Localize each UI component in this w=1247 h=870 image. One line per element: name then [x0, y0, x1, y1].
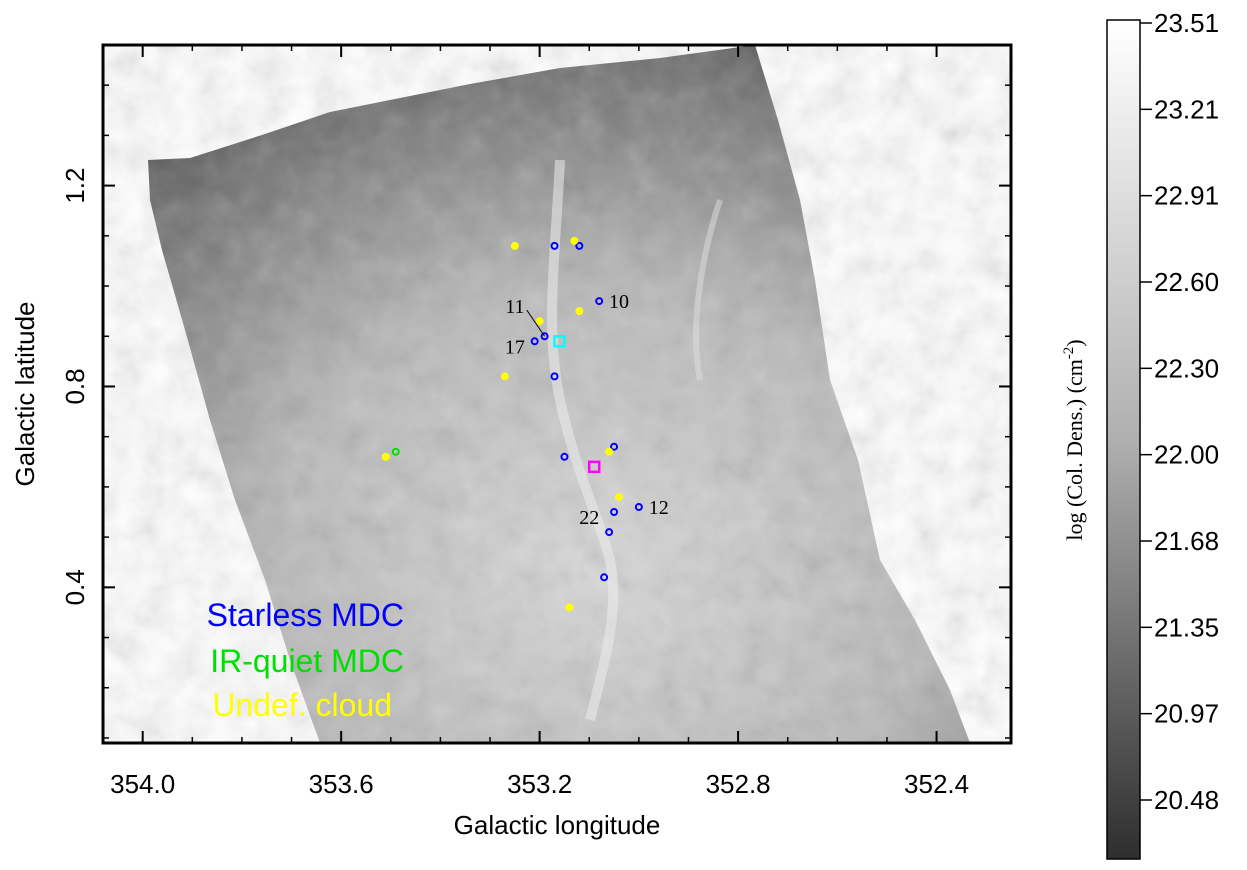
- starless-mdc-marker: [560, 452, 569, 461]
- label-11: 11: [505, 296, 524, 318]
- y-axis-title: Galactic latitude: [10, 302, 40, 487]
- colorbar-tick-label: 23.21: [1154, 94, 1219, 124]
- undef-cloud-marker: [615, 492, 624, 501]
- colorbar-tick-label: 20.97: [1154, 699, 1219, 729]
- undef-cloud-marker: [381, 452, 390, 461]
- filament-ridge: [547, 159, 619, 722]
- colorbar-tick-label: 22.60: [1154, 267, 1219, 297]
- undef-cloud-marker: [535, 317, 544, 326]
- x-tick-label: 353.6: [309, 769, 374, 799]
- annotations: 10 11 17 12 22: [505, 291, 669, 529]
- plot-frame: [101, 43, 1013, 745]
- colorbar-ticks: 23.51 23.21 22.91 22.60 22.30 22.00 21.68 21.35…: [1140, 8, 1219, 815]
- label-leader-line: [526, 309, 546, 337]
- starless-mdc-marker: [530, 337, 539, 346]
- y-tick-label: 0.8: [60, 368, 90, 404]
- ir-quiet-mdc-marker: [391, 447, 400, 456]
- starless-mdc-marker: [550, 241, 559, 250]
- undef-cloud-marker: [605, 447, 614, 456]
- undef-cloud-marker: [500, 372, 509, 381]
- legend-undef-cloud: Undef. cloud: [212, 687, 392, 723]
- legend: Starless MDC IR-quiet MDC Undef. cloud: [207, 597, 404, 723]
- colorbar-tick-label: 22.00: [1154, 440, 1219, 470]
- y-tick-label: 1.2: [60, 168, 90, 204]
- data-markers: [381, 236, 643, 612]
- starless-mdc-marker: [610, 442, 619, 451]
- colorbar-tick-label: 21.68: [1154, 526, 1219, 556]
- x-tick-labels: 354.0 353.6 353.2 352.8 352.4: [110, 769, 969, 799]
- filament-ridge: [693, 199, 723, 381]
- starless-mdc-marker: [540, 332, 549, 341]
- colorbar: [1106, 19, 1141, 860]
- colorbar-title: log (Col. Dens.) (cm-2): [1061, 339, 1087, 540]
- y-tick-label: 0.4: [60, 569, 90, 605]
- square-marker: [587, 460, 601, 474]
- undef-cloud-marker: [575, 307, 584, 316]
- starless-mdc-marker: [595, 297, 604, 306]
- label-12: 12: [649, 497, 669, 519]
- undef-cloud-marker: [570, 236, 579, 245]
- x-tick-label: 352.4: [904, 769, 969, 799]
- colorbar-tick-label: 22.91: [1154, 181, 1219, 211]
- y-tick-labels: 1.2 0.8 0.4: [60, 168, 90, 606]
- starless-mdc-marker: [605, 528, 614, 537]
- column-density-map: [148, 45, 970, 743]
- colorbar-tick-label: 20.48: [1154, 785, 1219, 815]
- label-22: 22: [579, 507, 599, 529]
- x-tick-label: 352.8: [706, 769, 771, 799]
- colorbar-tick-label: 21.35: [1154, 612, 1219, 642]
- x-axis-title: Galactic longitude: [454, 810, 661, 840]
- undef-cloud-marker: [510, 241, 519, 250]
- colorbar-tick-label: 23.51: [1154, 8, 1219, 38]
- label-10: 10: [609, 291, 629, 313]
- starless-mdc-marker: [610, 508, 619, 517]
- legend-ir-quiet-mdc: IR-quiet MDC: [210, 643, 404, 679]
- legend-starless-mdc: Starless MDC: [207, 597, 404, 633]
- starless-mdc-marker: [600, 573, 609, 582]
- square-marker: [553, 335, 566, 348]
- label-17: 17: [505, 336, 525, 358]
- x-tick-label: 353.2: [507, 769, 572, 799]
- starless-mdc-marker: [575, 241, 584, 250]
- starless-mdc-marker: [550, 372, 559, 381]
- axis-ticks: [103, 45, 1011, 743]
- x-tick-label: 354.0: [110, 769, 175, 799]
- colorbar-tick-label: 22.30: [1154, 353, 1219, 383]
- starless-mdc-marker: [634, 502, 643, 511]
- undef-cloud-marker: [565, 603, 574, 612]
